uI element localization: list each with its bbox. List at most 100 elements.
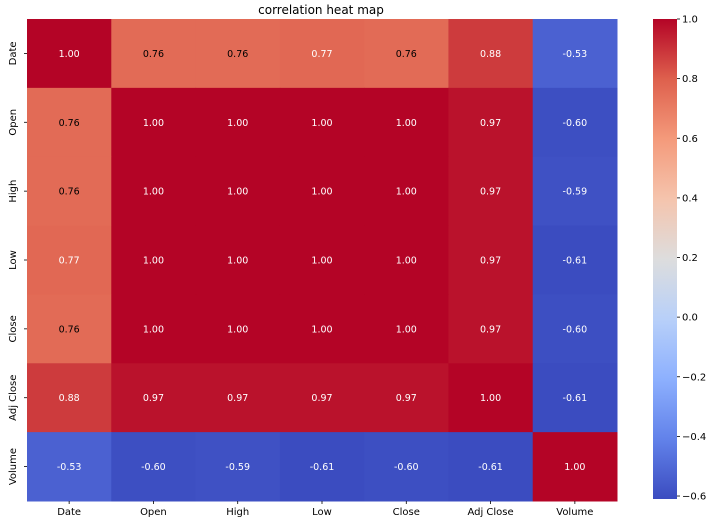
x-tick-label: Adj Close	[467, 507, 513, 518]
y-tick-label: High	[8, 180, 19, 203]
heatmap-cell	[364, 294, 449, 364]
heatmap-cell-label: 1.00	[227, 118, 248, 129]
heatmap-cell-label: 0.97	[396, 393, 417, 404]
heatmap-cell-label: 1.00	[143, 187, 164, 198]
heatmap-cell	[364, 87, 449, 158]
heatmap-cell-label: 1.00	[396, 187, 417, 198]
y-tick-label: Open	[8, 109, 19, 136]
heatmap-cell-label: 1.00	[143, 256, 164, 267]
heatmap-cell	[27, 294, 112, 364]
heatmap-cell	[111, 156, 197, 227]
colorbar-tick-label: −0.4	[682, 432, 706, 443]
heatmap-cell-label: 1.00	[311, 187, 332, 198]
heatmap-cell	[364, 432, 449, 502]
heatmap-cell	[27, 19, 112, 89]
x-axis-tick-labels: Date Open High Low Close Adj Close Volume	[57, 501, 593, 518]
x-tick-label: Low	[312, 507, 332, 518]
heatmap-cell-label: 0.77	[59, 256, 80, 267]
x-tick-label: Date	[57, 507, 81, 518]
heatmap-cell-label: -0.60	[141, 462, 166, 473]
heatmap-cell-label: 1.00	[480, 393, 501, 404]
heatmap-cell	[195, 294, 281, 364]
heatmap-cell	[532, 225, 618, 295]
heatmap-cell-label: 1.00	[227, 256, 248, 267]
colorbar-tick-label: 0.0	[682, 313, 698, 324]
colorbar-tick-label: 0.8	[682, 74, 698, 85]
heatmap-cell	[448, 156, 534, 227]
heatmap-cell-label: -0.59	[225, 462, 250, 473]
y-tick-label: Close	[8, 315, 19, 342]
heatmap-cell-label: 0.88	[480, 49, 501, 60]
heatmap-cell	[532, 432, 618, 502]
heatmap-cell	[195, 156, 281, 227]
x-tick-label: Volume	[556, 507, 593, 518]
heatmap-cell	[195, 87, 281, 158]
colorbar-tick-label: 0.2	[682, 253, 698, 264]
heatmap-cell-label: 0.97	[227, 393, 248, 404]
heatmap-cell	[27, 225, 112, 295]
heatmap-cell	[532, 19, 618, 89]
heatmap-cell	[111, 225, 197, 295]
heatmap-cell-label: -0.61	[563, 256, 588, 267]
heatmap-cell	[195, 363, 281, 433]
heatmap-cell-label: 0.97	[143, 393, 164, 404]
heatmap-cell-label: 0.97	[480, 324, 501, 335]
heatmap-cell	[448, 294, 534, 364]
heatmap-cell-label: 0.76	[59, 187, 80, 198]
heatmap-cell-label: 0.77	[311, 49, 332, 60]
heatmap-cell	[532, 156, 618, 227]
heatmap-cell-label: 0.97	[311, 393, 332, 404]
y-tick-label: Volume	[8, 448, 19, 485]
heatmap-cell-label: 1.00	[396, 118, 417, 129]
heatmap-cell-label: 0.97	[480, 118, 501, 129]
heatmap-cell-label: 0.76	[396, 49, 417, 60]
heatmap-cell	[27, 156, 112, 227]
heatmap-cell-label: 1.00	[59, 49, 80, 60]
heatmap-cell	[448, 432, 534, 502]
heatmap-cell	[532, 363, 618, 433]
y-tick-label: Adj Close	[8, 375, 19, 421]
heatmap-cell	[364, 156, 449, 227]
colorbar-tick-label: 0.4	[682, 193, 698, 204]
heatmap-cell	[448, 19, 534, 89]
heatmap-cell	[279, 363, 365, 433]
x-tick-label: Open	[140, 507, 167, 518]
colorbar	[653, 19, 677, 499]
colorbar-tick-label: 0.6	[682, 134, 698, 145]
heatmap-cell	[279, 87, 365, 158]
heatmap-cell	[27, 363, 112, 433]
y-axis-tick-labels: Date Open High Low Close Adj Close Volume	[8, 41, 27, 485]
heatmap-cell	[27, 87, 112, 158]
colorbar-tick-label: −0.2	[682, 372, 706, 383]
heatmap-cell-label: -0.60	[563, 118, 588, 129]
heatmap-cell	[195, 225, 281, 295]
heatmap-cell-label: 0.76	[143, 49, 164, 60]
heatmap-cell-label: 0.88	[59, 393, 80, 404]
heatmap-cell-label: -0.61	[478, 462, 503, 473]
heatmap-cell	[195, 432, 281, 502]
heatmap-cell-label: 1.00	[227, 187, 248, 198]
x-tick-label: High	[226, 507, 249, 518]
heatmap-cell-label: 0.97	[480, 187, 501, 198]
heatmap-cell	[448, 363, 534, 433]
heatmap-cell-label: 1.00	[396, 324, 417, 335]
heatmap-cell	[111, 19, 197, 89]
heatmap-cell	[448, 225, 534, 295]
colorbar-tick-labels: 1.0 0.8 0.6 0.4 0.2 0.0 −0.2 −0.4 −0.6	[677, 15, 706, 503]
heatmap-cell	[279, 156, 365, 227]
heatmap-cell-label: 1.00	[143, 324, 164, 335]
heatmap-cells: 1.00 0.76 0.76 0.77 0.76 0.88 -0.53 0.76 1.00 1.0…	[27, 19, 618, 502]
heatmap-cell	[111, 87, 197, 158]
heatmap-cell-label: 0.76	[59, 118, 80, 129]
heatmap-cell	[279, 19, 365, 89]
heatmap-cell-label: -0.60	[563, 324, 588, 335]
heatmap-cell	[532, 87, 618, 158]
heatmap-cell	[111, 294, 197, 364]
colorbar-tick-label: −0.6	[682, 492, 706, 503]
heatmap-cell-label: -0.61	[563, 393, 588, 404]
heatmap-cell-label: 0.76	[59, 324, 80, 335]
heatmap-cell-label: 1.00	[564, 462, 585, 473]
heatmap-cell	[364, 19, 449, 89]
heatmap-cell-label: 0.76	[227, 49, 248, 60]
